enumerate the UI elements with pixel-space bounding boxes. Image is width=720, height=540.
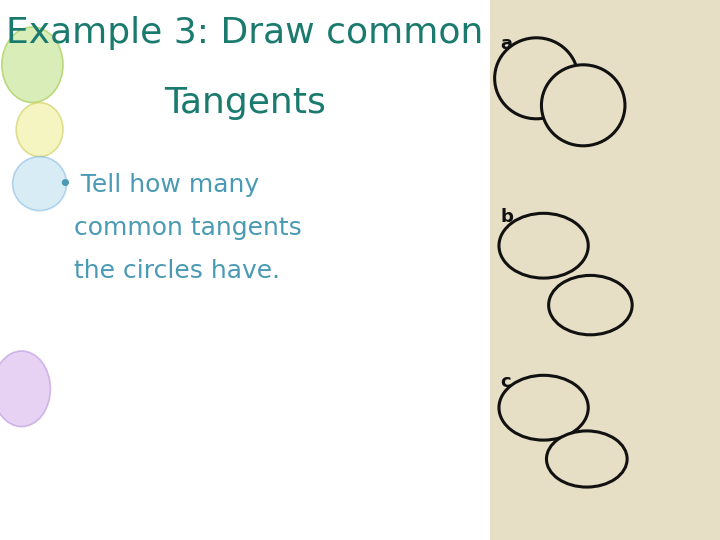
Ellipse shape bbox=[16, 103, 63, 157]
Text: Tangents: Tangents bbox=[164, 86, 325, 120]
Text: • Tell how many: • Tell how many bbox=[58, 173, 258, 197]
Ellipse shape bbox=[13, 157, 66, 211]
Ellipse shape bbox=[495, 38, 578, 119]
Text: b.: b. bbox=[500, 208, 520, 226]
Ellipse shape bbox=[1, 27, 63, 103]
Ellipse shape bbox=[541, 65, 625, 146]
Ellipse shape bbox=[546, 431, 627, 487]
Text: c.: c. bbox=[500, 373, 518, 390]
Text: Example 3: Draw common: Example 3: Draw common bbox=[6, 16, 484, 50]
Text: the circles have.: the circles have. bbox=[58, 259, 280, 283]
Text: a.: a. bbox=[500, 35, 519, 53]
Ellipse shape bbox=[0, 351, 50, 427]
Ellipse shape bbox=[499, 375, 588, 440]
Text: common tangents: common tangents bbox=[58, 216, 302, 240]
FancyBboxPatch shape bbox=[490, 0, 720, 540]
Ellipse shape bbox=[549, 275, 632, 335]
Ellipse shape bbox=[499, 213, 588, 278]
